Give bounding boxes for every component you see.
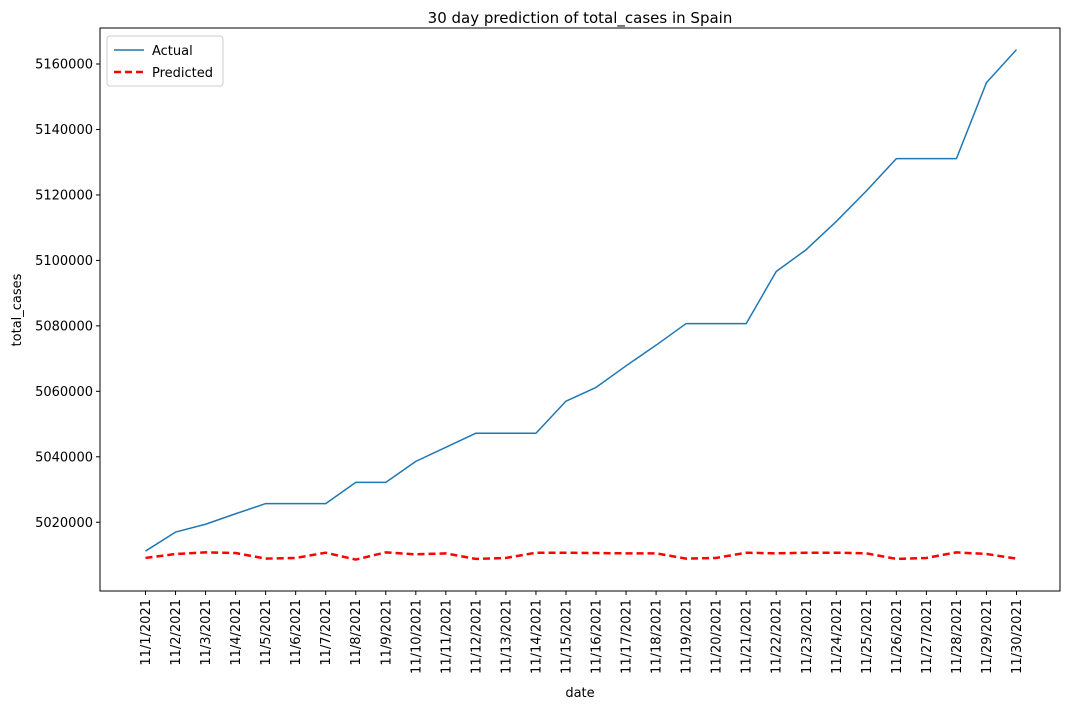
x-axis-label: date xyxy=(565,686,594,701)
x-tick-label: 11/12/2021 xyxy=(469,599,484,674)
legend-box xyxy=(106,35,224,87)
y-tick-label: 5140000 xyxy=(35,123,93,138)
x-tick-label: 11/27/2021 xyxy=(920,599,935,674)
x-tick-label: 11/2/2021 xyxy=(169,599,184,666)
x-tick-label: 11/23/2021 xyxy=(800,599,815,674)
legend-label-actual: Actual xyxy=(152,44,193,59)
y-tick-label: 5120000 xyxy=(35,188,93,203)
x-tick-label: 11/3/2021 xyxy=(199,599,214,666)
x-tick-label: 11/6/2021 xyxy=(289,599,304,666)
chart-title: 30 day prediction of total_cases in Spai… xyxy=(428,9,733,28)
y-tick-label: 5040000 xyxy=(35,450,93,465)
x-tick-label: 11/24/2021 xyxy=(830,599,845,674)
x-tick-label: 11/30/2021 xyxy=(1010,599,1025,674)
x-tick-label: 11/19/2021 xyxy=(680,599,695,674)
x-tick-label: 11/8/2021 xyxy=(349,599,364,666)
x-tick-label: 11/11/2021 xyxy=(439,599,454,674)
x-tick-label: 11/17/2021 xyxy=(620,599,635,674)
x-tick-label: 11/9/2021 xyxy=(379,599,394,666)
series-line-predicted xyxy=(145,551,1017,561)
series-line-actual xyxy=(145,49,1018,552)
legend-label-predicted: Predicted xyxy=(152,66,213,81)
x-tick-label: 11/14/2021 xyxy=(529,599,544,674)
x-tick-label: 11/13/2021 xyxy=(499,599,514,674)
x-tick-label: 11/7/2021 xyxy=(319,599,334,666)
y-axis: 5020000 5040000 5060000 5080000 5100000 51200… xyxy=(35,58,100,531)
y-tick-label: 5100000 xyxy=(35,254,93,269)
x-tick-label: 11/25/2021 xyxy=(860,599,875,674)
x-tick-label: 11/28/2021 xyxy=(950,599,965,674)
x-tick-label: 11/4/2021 xyxy=(229,599,244,666)
x-tick-label: 11/15/2021 xyxy=(559,599,574,674)
y-tick-label: 5020000 xyxy=(35,516,93,531)
x-tick-label: 11/26/2021 xyxy=(890,599,905,674)
x-tick-label: 11/20/2021 xyxy=(710,599,725,674)
x-tick-label: 11/5/2021 xyxy=(259,599,274,666)
x-tick-label: 11/22/2021 xyxy=(770,599,785,674)
y-tick-label: 5060000 xyxy=(35,385,93,400)
legend: Actual Predicted xyxy=(106,35,224,87)
x-tick-label: 11/10/2021 xyxy=(409,599,424,674)
plot-area xyxy=(99,27,1061,592)
y-axis-label: total_cases xyxy=(10,273,25,346)
x-tick-label: 11/1/2021 xyxy=(139,599,154,666)
x-tick-label: 11/29/2021 xyxy=(980,599,995,674)
y-tick-label: 5160000 xyxy=(35,58,93,73)
y-tick-label: 5080000 xyxy=(35,319,93,334)
series-layer xyxy=(145,49,1018,561)
x-tick-label: 11/21/2021 xyxy=(740,599,755,674)
x-tick-label: 11/16/2021 xyxy=(590,599,605,674)
x-axis: 11/1/2021 11/2/2021 11/3/2021 11/4/2021 11/5… xyxy=(139,591,1025,674)
x-tick-label: 11/18/2021 xyxy=(650,599,665,674)
